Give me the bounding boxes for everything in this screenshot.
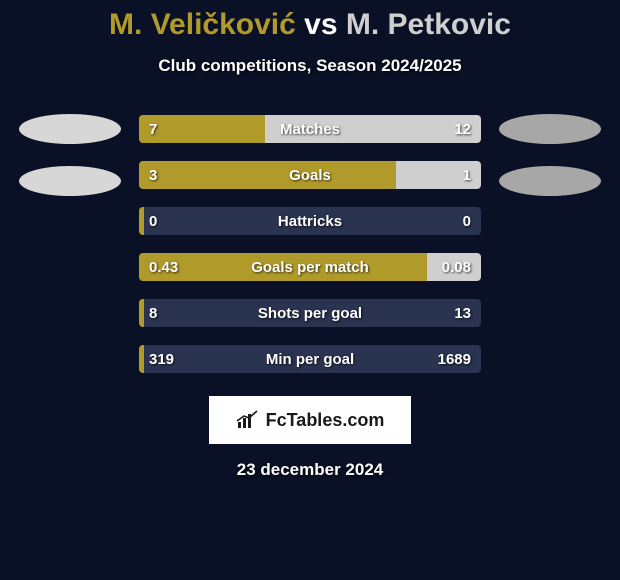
brand-chart-icon xyxy=(236,410,260,430)
stat-bar: 319 1689Min per goal xyxy=(139,345,481,373)
stat-bar: 8 13Shots per goal xyxy=(139,299,481,327)
stat-bar-fill-left xyxy=(139,299,144,327)
stat-bar-fill-right xyxy=(265,115,481,143)
stat-bar-fill-left xyxy=(139,115,265,143)
stat-label: Min per goal xyxy=(139,345,481,373)
stat-row: 31Goals xyxy=(0,152,620,198)
footer: FcTables.com 23 december 2024 xyxy=(0,396,620,480)
stat-bar: 0 0Hattricks xyxy=(139,207,481,235)
stat-bar-fill-left xyxy=(139,161,396,189)
stat-left-value: 319 xyxy=(149,345,174,373)
player1-badge xyxy=(19,166,121,196)
subtitle: Club competitions, Season 2024/2025 xyxy=(0,56,620,76)
stats-list: 712Matches 31Goals 0 0Hattricks 0.430.08Goal… xyxy=(0,106,620,382)
stat-row: 319 1689Min per goal xyxy=(0,336,620,382)
stat-bar-fill-left xyxy=(139,345,144,373)
stat-row: 712Matches xyxy=(0,106,620,152)
page-title: M. Veličković vs M. Petkovic xyxy=(0,8,620,42)
stat-label: Shots per goal xyxy=(139,299,481,327)
stat-bar-fill-right xyxy=(396,161,482,189)
player2-badge xyxy=(499,166,601,196)
player2-name: M. Petkovic xyxy=(346,8,511,41)
title-vs: vs xyxy=(304,8,337,41)
stat-left-value: 0 xyxy=(149,207,157,235)
stat-bar-fill-right xyxy=(427,253,481,281)
stat-right-value: 13 xyxy=(454,299,471,327)
brand-name: FcTables.com xyxy=(266,410,385,431)
brand-box: FcTables.com xyxy=(209,396,411,444)
player1-name: M. Veličković xyxy=(109,8,296,41)
stat-row: 0.430.08Goals per match xyxy=(0,244,620,290)
stat-right-value: 1689 xyxy=(438,345,471,373)
stat-bar: 712Matches xyxy=(139,115,481,143)
player2-badge xyxy=(499,114,601,144)
stat-right-value: 0 xyxy=(463,207,471,235)
stat-bar: 31Goals xyxy=(139,161,481,189)
stat-bar: 0.430.08Goals per match xyxy=(139,253,481,281)
stat-bar-fill-left xyxy=(139,253,427,281)
stat-label: Hattricks xyxy=(139,207,481,235)
stat-left-value: 8 xyxy=(149,299,157,327)
stat-row: 0 0Hattricks xyxy=(0,198,620,244)
footer-date: 23 december 2024 xyxy=(237,460,384,480)
stat-row: 8 13Shots per goal xyxy=(0,290,620,336)
comparison-card: M. Veličković vs M. Petkovic Club compet… xyxy=(0,0,620,480)
player1-badge xyxy=(19,114,121,144)
stat-bar-fill-left xyxy=(139,207,144,235)
